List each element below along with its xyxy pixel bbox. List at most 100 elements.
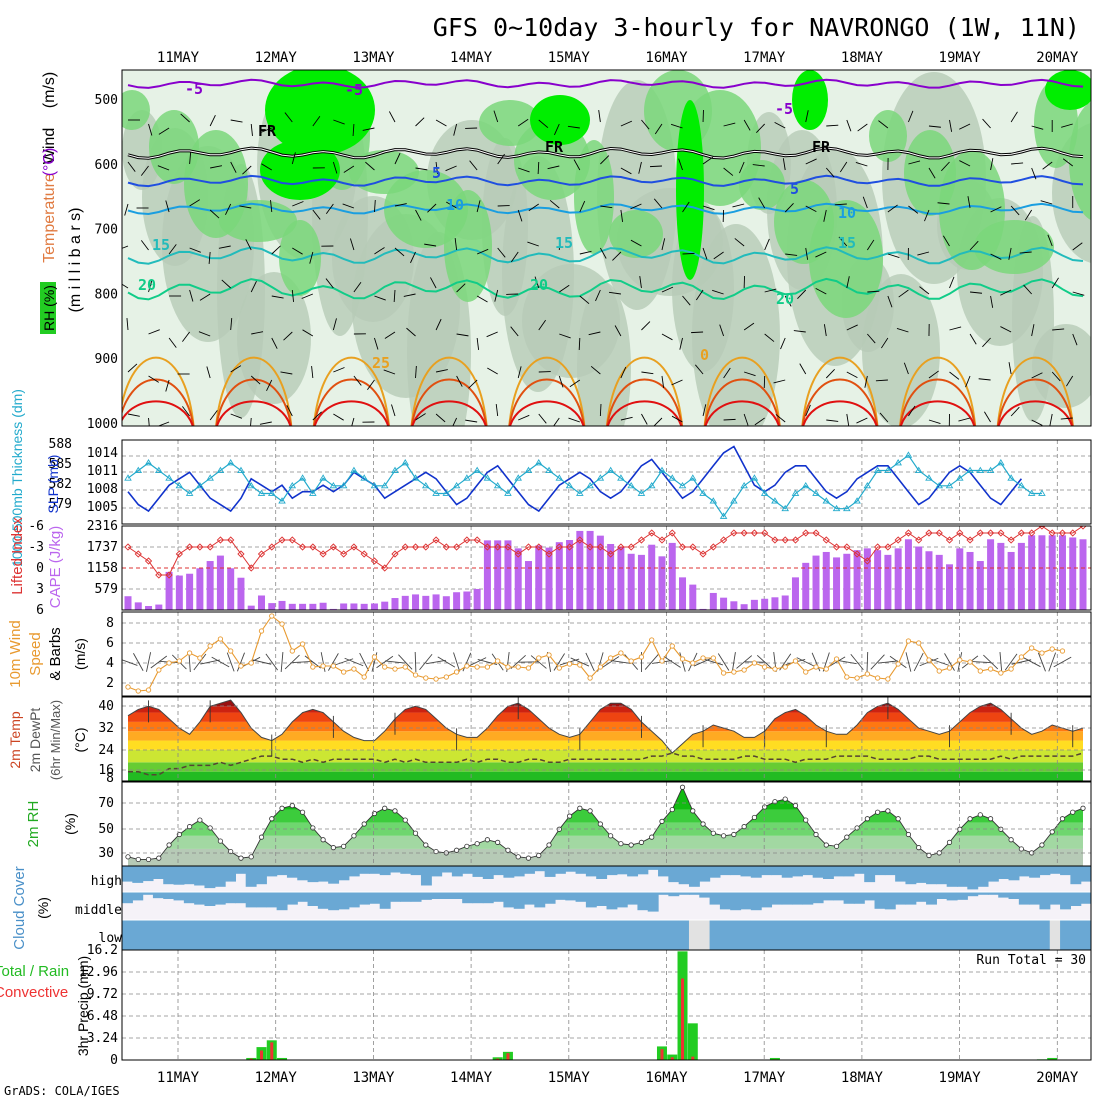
rh-marker xyxy=(280,806,284,810)
wind-tick-label: 6 xyxy=(106,636,114,651)
cloud-middle-bar xyxy=(524,892,535,905)
contour-label: FR xyxy=(258,122,277,140)
cloud-middle-bar xyxy=(875,892,886,909)
cape-bar xyxy=(792,577,799,610)
cloud-high-bar xyxy=(741,866,752,876)
cloud-middle-bar xyxy=(782,892,793,905)
wind-speed-marker xyxy=(465,664,469,668)
cloud-high-bar xyxy=(246,866,257,887)
slp-label: SLP (mb) xyxy=(45,455,61,514)
cloud-middle-bar xyxy=(1019,892,1030,905)
rh-marker xyxy=(680,785,684,789)
rh-band xyxy=(122,849,1091,866)
rh-marker xyxy=(218,839,222,843)
rh-marker xyxy=(752,815,756,819)
rh-marker xyxy=(424,843,428,847)
cloud-high-bar xyxy=(720,866,731,875)
slp-tick-label: 1005 xyxy=(87,500,118,515)
cloud-middle-bar xyxy=(349,892,360,907)
precip-convective-bar xyxy=(506,1053,509,1060)
pressure-tick-label: 600 xyxy=(95,158,118,173)
cape-bar xyxy=(823,552,830,610)
cloud-middle-bar xyxy=(493,892,504,902)
rh-marker xyxy=(588,809,592,813)
cloud-low-bar xyxy=(235,920,246,950)
cloud-low-bar xyxy=(668,920,679,950)
cloud-high-bar xyxy=(844,866,855,876)
cloud-low-bar xyxy=(132,920,143,950)
cloud-middle-bar xyxy=(916,892,927,902)
rh-marker xyxy=(1040,843,1044,847)
chart-title: GFS 0~10day 3-hourly for NAVRONGO (1W, 1… xyxy=(433,13,1080,42)
cloud-high-bar xyxy=(204,866,215,888)
date-label-top: 13MAY xyxy=(352,50,395,66)
wind-speed-marker xyxy=(906,639,910,643)
cloud-low-bar xyxy=(442,920,453,950)
precip-convective-bar xyxy=(270,1042,273,1060)
cloud-low-bar xyxy=(617,920,628,950)
cloud-low-bar xyxy=(1060,920,1071,950)
cloud-middle-bar xyxy=(411,892,422,902)
cloud-middle-bar xyxy=(1009,892,1020,899)
cloud-high-bar xyxy=(163,866,174,884)
cloud-high-bar xyxy=(277,866,288,875)
date-label-top: 17MAY xyxy=(743,50,786,66)
run-total-label: Run Total = 30 xyxy=(976,953,1086,968)
cloud-low-bar xyxy=(658,920,669,950)
wind-speed-marker xyxy=(475,665,479,669)
rh-marker xyxy=(311,826,315,830)
cloud-low-bar xyxy=(174,920,185,950)
wind-speed-marker xyxy=(1050,647,1054,651)
credit-label: GrADS: COLA/IGES xyxy=(4,1084,120,1098)
cape-bar xyxy=(535,545,542,610)
temp-unit: (°C) xyxy=(72,727,88,752)
cloud-high-bar xyxy=(380,866,391,875)
cloud-high-bar xyxy=(287,866,298,878)
precip-ylabel: 3hr Precip (mm) xyxy=(75,956,91,1056)
cloud-middle-bar xyxy=(885,892,896,909)
rh-marker xyxy=(331,845,335,849)
wind-speed-marker xyxy=(454,670,458,674)
wind-speed-marker xyxy=(732,670,736,674)
cape-bar xyxy=(720,598,727,610)
rh-marker xyxy=(198,818,202,822)
lifted-index-tick-label: 6 xyxy=(36,603,44,618)
cloud-low-bar xyxy=(998,920,1009,950)
wind-speed-marker xyxy=(824,667,828,671)
rh-marker xyxy=(249,855,253,859)
cape-bar xyxy=(710,593,717,610)
cape-bar xyxy=(1008,552,1015,610)
pressure-tick-label: 1000 xyxy=(87,417,118,432)
cloud-low-bar xyxy=(483,920,494,950)
cape-bar xyxy=(1049,535,1056,610)
cloud-low-bar xyxy=(751,920,762,950)
rh-marker xyxy=(1081,806,1085,810)
cape-bar xyxy=(381,602,388,610)
date-label-top: 14MAY xyxy=(450,50,493,66)
rh-marker xyxy=(403,818,407,822)
cloud-middle-bar xyxy=(998,892,1009,898)
cloud-low-bar xyxy=(380,920,391,950)
cloud-high-bar xyxy=(215,866,226,887)
cloud-low-bar xyxy=(349,920,360,950)
rh-marker xyxy=(1019,847,1023,851)
cloud-high-bar xyxy=(194,866,205,886)
wind-speed-marker xyxy=(300,642,304,646)
cloud-high-bar xyxy=(318,866,329,882)
cape-bar xyxy=(248,606,255,610)
wind-speed-marker xyxy=(146,688,150,692)
panel-bg xyxy=(122,440,1091,524)
cloud-high-bar xyxy=(679,866,690,884)
cloud-low-bar xyxy=(1081,920,1092,950)
rh-marker xyxy=(526,856,530,860)
cloud-middle-bar xyxy=(607,892,618,909)
cloud-high-bar xyxy=(648,866,659,870)
cape-bar xyxy=(391,598,398,610)
cloud-low-bar xyxy=(926,920,937,950)
date-label-bottom: 19MAY xyxy=(939,1070,982,1086)
precip-label-total: Total / Rain xyxy=(0,963,69,980)
cloud-middle-bar xyxy=(1070,892,1081,906)
wind-speed-marker xyxy=(506,665,510,669)
